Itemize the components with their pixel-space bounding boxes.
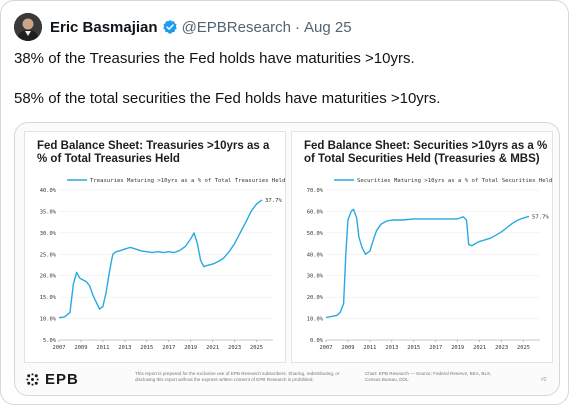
y-tick-label: 60.0% xyxy=(307,209,324,215)
y-tick-label: 35.0% xyxy=(40,209,57,215)
y-tick-label: 10.0% xyxy=(307,317,324,323)
y-tick-label: 0.0% xyxy=(310,338,324,344)
x-tick-label: 2023 xyxy=(228,345,241,351)
header-separator: · xyxy=(295,18,301,36)
footer-disclaimer: This report is prepared for the exclusiv… xyxy=(135,371,340,382)
chart-panel-securities: Fed Balance Sheet: Securities >10yrs as … xyxy=(291,131,553,363)
avatar-portrait-icon xyxy=(14,13,42,41)
chart-securities-svg: Securities Maturing >10yrs as a % of Tot… xyxy=(307,178,553,351)
tweet-paragraph-1: 38% of the Treasuries the Fed holds have… xyxy=(14,50,415,67)
footer-page-number: #2 xyxy=(541,377,547,383)
y-tick-label: 30.0% xyxy=(307,274,324,280)
author-name[interactable]: Eric Basmajian xyxy=(50,18,158,36)
chart-title: Fed Balance Sheet: Securities >10yrs as … xyxy=(304,140,548,165)
y-tick-label: 30.0% xyxy=(40,231,57,237)
last-value-label: 37.7% xyxy=(265,198,282,204)
tweet-text: 38% of the Treasuries the Fed holds have… xyxy=(14,49,559,109)
legend-label: Treasuries Maturing >10yrs as a % of Tot… xyxy=(90,178,285,184)
chart-treasuries-svg: Treasuries Maturing >10yrs as a % of Tot… xyxy=(40,178,286,351)
chart-panel-treasuries: Fed Balance Sheet: Treasuries >10yrs as … xyxy=(24,131,286,363)
last-value-label: 57.7% xyxy=(532,214,549,220)
x-tick-label: 2019 xyxy=(451,345,464,351)
x-tick-label: 2015 xyxy=(407,345,420,351)
epb-logo-icon xyxy=(26,373,39,386)
avatar[interactable] xyxy=(14,13,42,41)
y-tick-label: 40.0% xyxy=(307,252,324,258)
y-tick-label: 15.0% xyxy=(40,295,57,301)
x-tick-label: 2007 xyxy=(320,345,333,351)
tweet-media-image[interactable]: Fed Balance Sheet: Treasuries >10yrs as … xyxy=(14,122,560,396)
x-tick-label: 2021 xyxy=(473,345,486,351)
footer-source: Chart: EPB Research — Source: Federal Re… xyxy=(365,371,492,382)
x-tick-label: 2019 xyxy=(184,345,197,351)
x-tick-label: 2017 xyxy=(429,345,442,351)
y-tick-label: 25.0% xyxy=(40,252,57,258)
y-tick-label: 50.0% xyxy=(307,231,324,237)
author-handle[interactable]: @EPBResearch xyxy=(181,18,292,36)
x-tick-label: 2015 xyxy=(140,345,153,351)
y-tick-label: 20.0% xyxy=(307,295,324,301)
y-tick-label: 5.0% xyxy=(43,338,57,344)
series-line xyxy=(58,199,263,319)
x-tick-label: 2025 xyxy=(250,345,263,351)
x-tick-label: 2009 xyxy=(341,345,354,351)
x-tick-label: 2011 xyxy=(96,345,109,351)
y-tick-label: 70.0% xyxy=(307,188,324,194)
verified-badge-icon xyxy=(162,19,178,35)
x-tick-label: 2009 xyxy=(74,345,87,351)
tweet-date[interactable]: Aug 25 xyxy=(304,18,352,36)
x-tick-label: 2017 xyxy=(162,345,175,351)
x-tick-label: 2013 xyxy=(385,345,398,351)
tweet-header: Eric Basmajian @EPBResearch · Aug 25 xyxy=(14,13,352,41)
x-tick-label: 2011 xyxy=(363,345,376,351)
x-tick-label: 2013 xyxy=(118,345,131,351)
legend-label: Securities Maturing >10yrs as a % of Tot… xyxy=(357,178,552,184)
x-tick-label: 2025 xyxy=(517,345,530,351)
x-tick-label: 2023 xyxy=(495,345,508,351)
y-tick-label: 40.0% xyxy=(40,188,57,194)
media-footer: EPB This report is prepared for the excl… xyxy=(15,367,559,395)
chart-title: Fed Balance Sheet: Treasuries >10yrs as … xyxy=(37,140,270,165)
y-tick-label: 20.0% xyxy=(40,274,57,280)
y-tick-label: 10.0% xyxy=(40,317,57,323)
epb-logo: EPB xyxy=(25,371,79,388)
x-tick-label: 2007 xyxy=(53,345,66,351)
series-line xyxy=(325,208,530,319)
x-tick-label: 2021 xyxy=(206,345,219,351)
epb-logo-text: EPB xyxy=(45,371,79,388)
tweet-paragraph-2: 58% of the total securities the Fed hold… xyxy=(14,90,441,107)
